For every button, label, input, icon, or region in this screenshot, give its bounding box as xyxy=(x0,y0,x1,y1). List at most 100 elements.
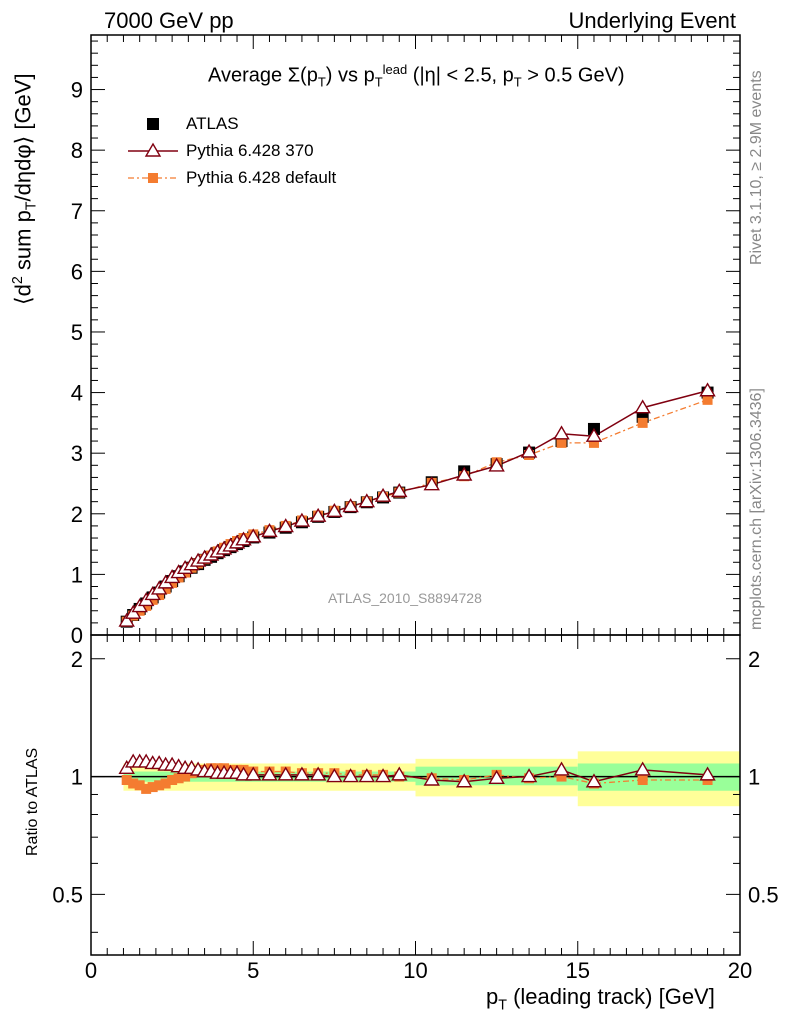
point-pythia-370 xyxy=(358,493,376,508)
y-tick-label: 9 xyxy=(71,78,83,103)
point-pythia-370 xyxy=(326,502,343,518)
ratio-point-pythia-370 xyxy=(326,768,343,783)
analysis-label: ATLAS_2010_S8894728 xyxy=(328,590,482,606)
ratio-point-pythia-370 xyxy=(699,766,716,781)
y-tick-label: 4 xyxy=(71,381,83,406)
ratio-point-pythia-370 xyxy=(455,773,473,788)
ratio-point-pythia-370 xyxy=(293,766,311,781)
point-pythia-370 xyxy=(488,457,505,472)
point-pythia-370 xyxy=(374,487,392,502)
point-pythia-370 xyxy=(245,528,262,543)
x-tick-label: 20 xyxy=(728,958,752,983)
point-pythia-370 xyxy=(423,476,440,491)
rivet-version-label: Rivet 3.1.10, ≥ 2.9M events xyxy=(748,70,765,265)
legend-label-atlas: ATLAS xyxy=(186,114,239,133)
ratio-point-pythia-370 xyxy=(342,768,359,783)
ratio-point-pythia-370 xyxy=(261,766,278,781)
ratio-tick-label: 1 xyxy=(71,765,83,790)
point-pythia-default xyxy=(637,417,648,428)
y-tick-label: 8 xyxy=(71,138,83,163)
point-pythia-370 xyxy=(585,427,603,442)
ratio-y-axis-label: Ratio to ATLAS xyxy=(24,747,41,856)
point-pythia-default xyxy=(556,437,567,448)
legend-marker-pythia-370 xyxy=(144,142,162,157)
ratio-point-pythia-370 xyxy=(391,766,408,781)
line-pythia-default xyxy=(126,399,708,623)
x-tick-label: 5 xyxy=(247,958,259,983)
y-tick-label: 0 xyxy=(71,623,83,648)
point-pythia-default xyxy=(588,437,599,448)
plot-title: Average Σ(pT) vs pTlead (|η| < 2.5, pT >… xyxy=(208,62,625,90)
tick-labels: 0 5 10 15 20 0 1 2 3 4 5 6 7 8 9 0.5 0.5 1 1 2 2 xyxy=(52,78,778,983)
ratio-point-pythia-default xyxy=(121,774,132,785)
ratio-tick-label: 2 xyxy=(71,647,83,672)
legend-label-pythia-370: Pythia 6.428 370 xyxy=(186,141,314,160)
y-tick-label: 7 xyxy=(71,199,83,224)
ratio-point-pythia-default xyxy=(160,778,171,789)
y-axis-label: ⟨d2 sum pT/dηdφ⟩ [GeV] xyxy=(10,73,40,305)
legend-marker-pythia-default xyxy=(148,173,158,183)
ratio-tick-label: 1 xyxy=(748,765,760,790)
ratio-tick-label: 0.5 xyxy=(748,882,779,907)
ratio-point-pythia-default xyxy=(154,780,165,791)
ratio-point-pythia-default xyxy=(147,782,158,793)
y-tick-label: 1 xyxy=(71,562,83,587)
point-pythia-370 xyxy=(261,522,278,538)
point-pythia-default xyxy=(702,394,713,405)
point-pythia-370 xyxy=(699,382,716,397)
ratio-point-pythia-default xyxy=(167,774,178,785)
point-pythia-370 xyxy=(455,466,473,481)
y-tick-label: 5 xyxy=(71,320,83,345)
header-left: 7000 GeV pp xyxy=(104,8,234,33)
ratio-point-pythia-370 xyxy=(520,768,538,783)
ratio-point-pythia-default xyxy=(134,780,145,791)
ratio-point-pythia-default xyxy=(180,771,191,782)
point-pythia-370 xyxy=(553,425,570,440)
point-pythia-370 xyxy=(342,498,359,513)
point-pythia-370 xyxy=(277,518,294,533)
point-pythia-default xyxy=(154,590,165,600)
ratio-point-pythia-370 xyxy=(277,766,294,781)
ratio-point-pythia-370 xyxy=(423,771,440,786)
y-tick-label: 3 xyxy=(71,441,83,466)
legend-markers xyxy=(128,118,178,183)
ratio-point-pythia-370 xyxy=(585,773,603,788)
ratio-point-pythia-default xyxy=(637,774,648,785)
point-pythia-370 xyxy=(391,482,408,498)
line-pythia-370 xyxy=(126,390,708,622)
ratio-point-pythia-370 xyxy=(235,766,252,781)
legend-marker-atlas xyxy=(147,118,159,130)
ratio-point-pythia-default xyxy=(556,771,567,782)
point-pythia-370 xyxy=(520,443,538,458)
point-pythia-370 xyxy=(118,612,135,627)
x-tick-label: 0 xyxy=(85,958,97,983)
x-tick-label: 15 xyxy=(566,958,590,983)
point-pythia-default xyxy=(160,583,171,594)
ratio-point-pythia-370 xyxy=(634,761,651,776)
ratio-tick-label: 0.5 xyxy=(52,882,83,907)
ratio-point-pythia-370 xyxy=(374,768,392,783)
mcplots-label: mcplots.cern.ch [arXiv:1306.3436] xyxy=(748,388,765,630)
ratio-point-pythia-default xyxy=(128,778,139,789)
ratio-point-pythia-370 xyxy=(553,761,570,776)
point-pythia-370 xyxy=(634,399,651,414)
ratio-point-pythia-default xyxy=(173,773,184,784)
ratio-point-pythia-370 xyxy=(309,766,327,781)
ratio-tick-label: 2 xyxy=(748,647,760,672)
main-series xyxy=(118,382,716,628)
x-tick-label: 10 xyxy=(403,958,427,983)
y-tick-label: 2 xyxy=(71,502,83,527)
ratio-point-pythia-370 xyxy=(245,766,262,781)
axis-ticks xyxy=(90,35,741,955)
ratio-point-pythia-370 xyxy=(488,769,505,784)
x-axis-label: pT (leading track) [GeV] xyxy=(486,984,715,1014)
ratio-series xyxy=(118,753,716,794)
point-pythia-370 xyxy=(293,512,311,527)
y-tick-label: 6 xyxy=(71,259,83,284)
ratio-point-pythia-370 xyxy=(358,768,376,783)
header-right: Underlying Event xyxy=(568,8,736,33)
legend-label-pythia-default: Pythia 6.428 default xyxy=(186,168,337,187)
ratio-point-pythia-default xyxy=(141,783,152,794)
point-pythia-370 xyxy=(309,507,327,522)
